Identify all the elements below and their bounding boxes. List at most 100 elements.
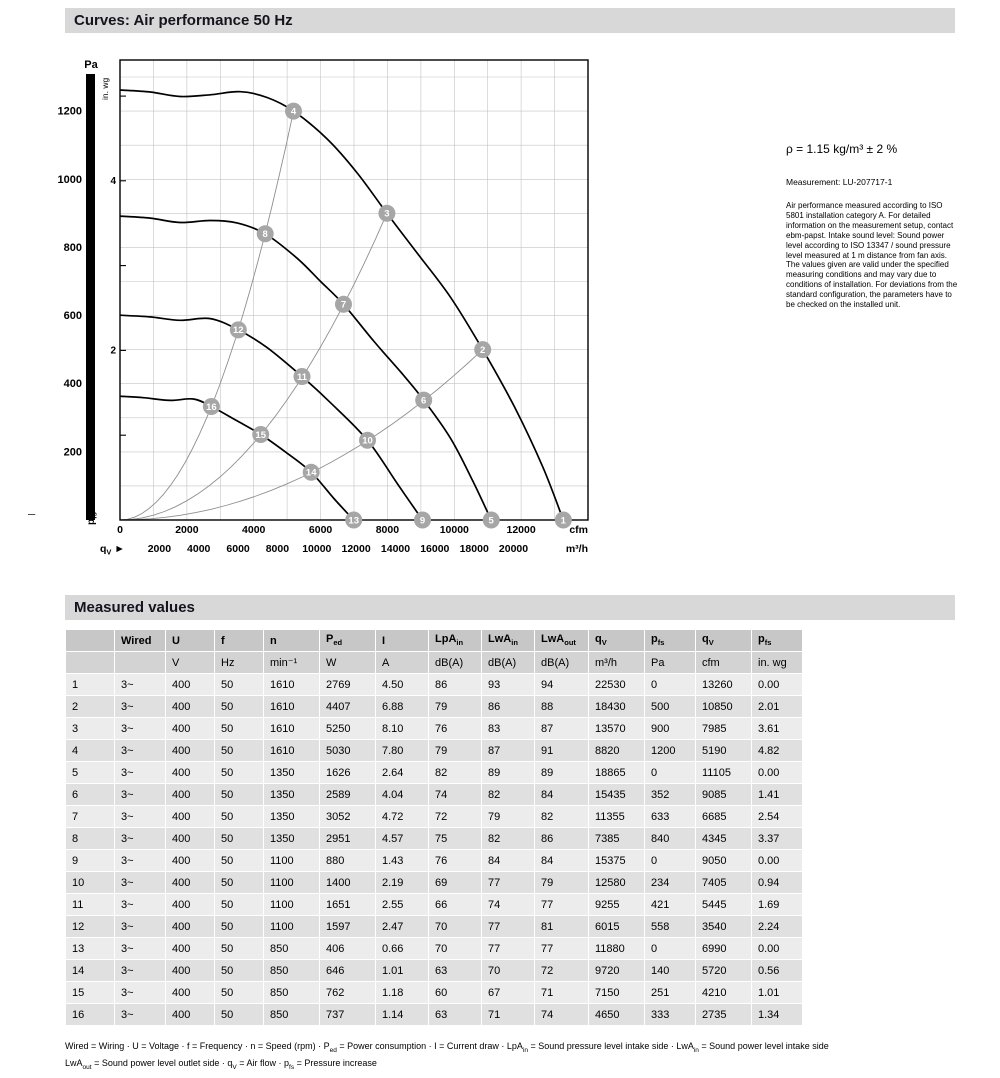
value-cell: 0.00	[752, 850, 802, 871]
column-header: pfs	[752, 630, 802, 651]
value-cell: 3~	[115, 718, 165, 739]
cfm-tick-label: 12000	[506, 524, 535, 536]
pa-tick-label: 600	[64, 310, 82, 322]
operating-point-16: 16	[202, 398, 220, 415]
column-header	[66, 630, 114, 651]
svg-text:12: 12	[233, 325, 244, 336]
value-cell: 1100	[264, 894, 319, 915]
value-cell: 79	[482, 806, 534, 827]
value-cell: 81	[535, 916, 588, 937]
value-cell: 7405	[696, 872, 751, 893]
column-header: LwAout	[535, 630, 588, 651]
value-cell: 91	[535, 740, 588, 761]
value-cell: 0.56	[752, 960, 802, 981]
value-cell: 1100	[264, 850, 319, 871]
column-unit: dB(A)	[482, 652, 534, 673]
value-cell: 1626	[320, 762, 375, 783]
value-cell: 2.47	[376, 916, 428, 937]
value-cell: 1350	[264, 828, 319, 849]
column-unit: m³/h	[589, 652, 644, 673]
value-cell: 0.00	[752, 938, 802, 959]
m3h-tick-label: 12000	[341, 543, 370, 555]
value-cell: 74	[482, 894, 534, 915]
value-cell: 1400	[320, 872, 375, 893]
value-cell: 3~	[115, 674, 165, 695]
value-cell: 1100	[264, 916, 319, 937]
footnote-line: LwAout = Sound power level outlet side ·…	[65, 1058, 377, 1072]
value-cell: 50	[215, 740, 263, 761]
measured-values-row: 6 3~ 400 50 1350 2589 4.04 74 82 84 15435 352 9085 1.…	[66, 784, 802, 805]
value-cell: 1200	[645, 740, 695, 761]
svg-text:11: 11	[297, 372, 308, 383]
value-cell: 75	[429, 828, 481, 849]
y-axis-unit-inwg: in. wg	[100, 78, 110, 100]
value-cell: 50	[215, 916, 263, 937]
m3h-tick-label: 16000	[420, 543, 449, 555]
value-cell: 9050	[696, 850, 751, 871]
m3h-tick-label: 4000	[187, 543, 211, 555]
column-header: pfs	[645, 630, 695, 651]
value-cell: 60	[429, 982, 481, 1003]
value-cell: 850	[264, 1004, 319, 1025]
value-cell: 11880	[589, 938, 644, 959]
air-performance-chart: 1 2 3 4 5 6 7 8 9 10 11 12 13 14 15 16 200 400 600 800 1000 1…	[40, 46, 600, 574]
value-cell: 6990	[696, 938, 751, 959]
value-cell: 79	[535, 872, 588, 893]
value-cell: 1.14	[376, 1004, 428, 1025]
value-cell: 71	[482, 1004, 534, 1025]
cfm-tick-label: 6000	[309, 524, 333, 536]
value-cell: 140	[645, 960, 695, 981]
measured-values-row: 7 3~ 400 50 1350 3052 4.72 72 79 82 11355 633 6685 2.…	[66, 806, 802, 827]
operating-point-3: 3	[378, 204, 396, 222]
value-cell: 2735	[696, 1004, 751, 1025]
measured-values-row: 13 3~ 400 50 850 406 0.66 70 77 77 11880 0 6990 0.00	[66, 938, 802, 959]
value-cell: 82	[482, 784, 534, 805]
value-cell: 3~	[115, 894, 165, 915]
value-cell: 6.88	[376, 696, 428, 717]
value-cell: 234	[645, 872, 695, 893]
measured-values-row: 3 3~ 400 50 1610 5250 8.10 76 83 87 13570 900 7985 3.…	[66, 718, 802, 739]
value-cell: 7.80	[376, 740, 428, 761]
value-cell: 86	[482, 696, 534, 717]
value-cell: 66	[429, 894, 481, 915]
value-cell: 18430	[589, 696, 644, 717]
value-cell: 1.01	[376, 960, 428, 981]
value-cell: 72	[535, 960, 588, 981]
operating-point-13: 13	[345, 511, 363, 529]
measurement-reference: Measurement: LU-207717-1	[786, 177, 893, 187]
value-cell: 500	[645, 696, 695, 717]
value-cell: 5445	[696, 894, 751, 915]
value-cell: 4210	[696, 982, 751, 1003]
value-cell: 3~	[115, 828, 165, 849]
row-number: 3	[66, 718, 114, 739]
value-cell: 79	[429, 696, 481, 717]
cfm-tick-label: 10000	[440, 524, 469, 536]
value-cell: 13260	[696, 674, 751, 695]
value-cell: 4.82	[752, 740, 802, 761]
value-cell: 4.04	[376, 784, 428, 805]
value-cell: 76	[429, 850, 481, 871]
value-cell: 50	[215, 696, 263, 717]
value-cell: 5030	[320, 740, 375, 761]
value-cell: 86	[429, 674, 481, 695]
value-cell: 1597	[320, 916, 375, 937]
column-unit: in. wg	[752, 652, 802, 673]
value-cell: 1.01	[752, 982, 802, 1003]
value-cell: 50	[215, 806, 263, 827]
value-cell: 2.19	[376, 872, 428, 893]
value-cell: 0.94	[752, 872, 802, 893]
value-cell: 89	[535, 762, 588, 783]
value-cell: 400	[166, 718, 214, 739]
value-cell: 7150	[589, 982, 644, 1003]
row-number: 7	[66, 806, 114, 827]
value-cell: 77	[535, 938, 588, 959]
value-cell: 400	[166, 872, 214, 893]
svg-text:15: 15	[255, 430, 266, 441]
value-cell: 3~	[115, 784, 165, 805]
cfm-tick-label: 0	[117, 524, 123, 536]
side-notes-panel: ρ = 1.15 kg/m³ ± 2 % Measurement: LU-207…	[786, 142, 960, 310]
value-cell: 50	[215, 960, 263, 981]
pa-tick-label: 200	[64, 446, 82, 458]
value-cell: 84	[482, 850, 534, 871]
value-cell: 3~	[115, 740, 165, 761]
